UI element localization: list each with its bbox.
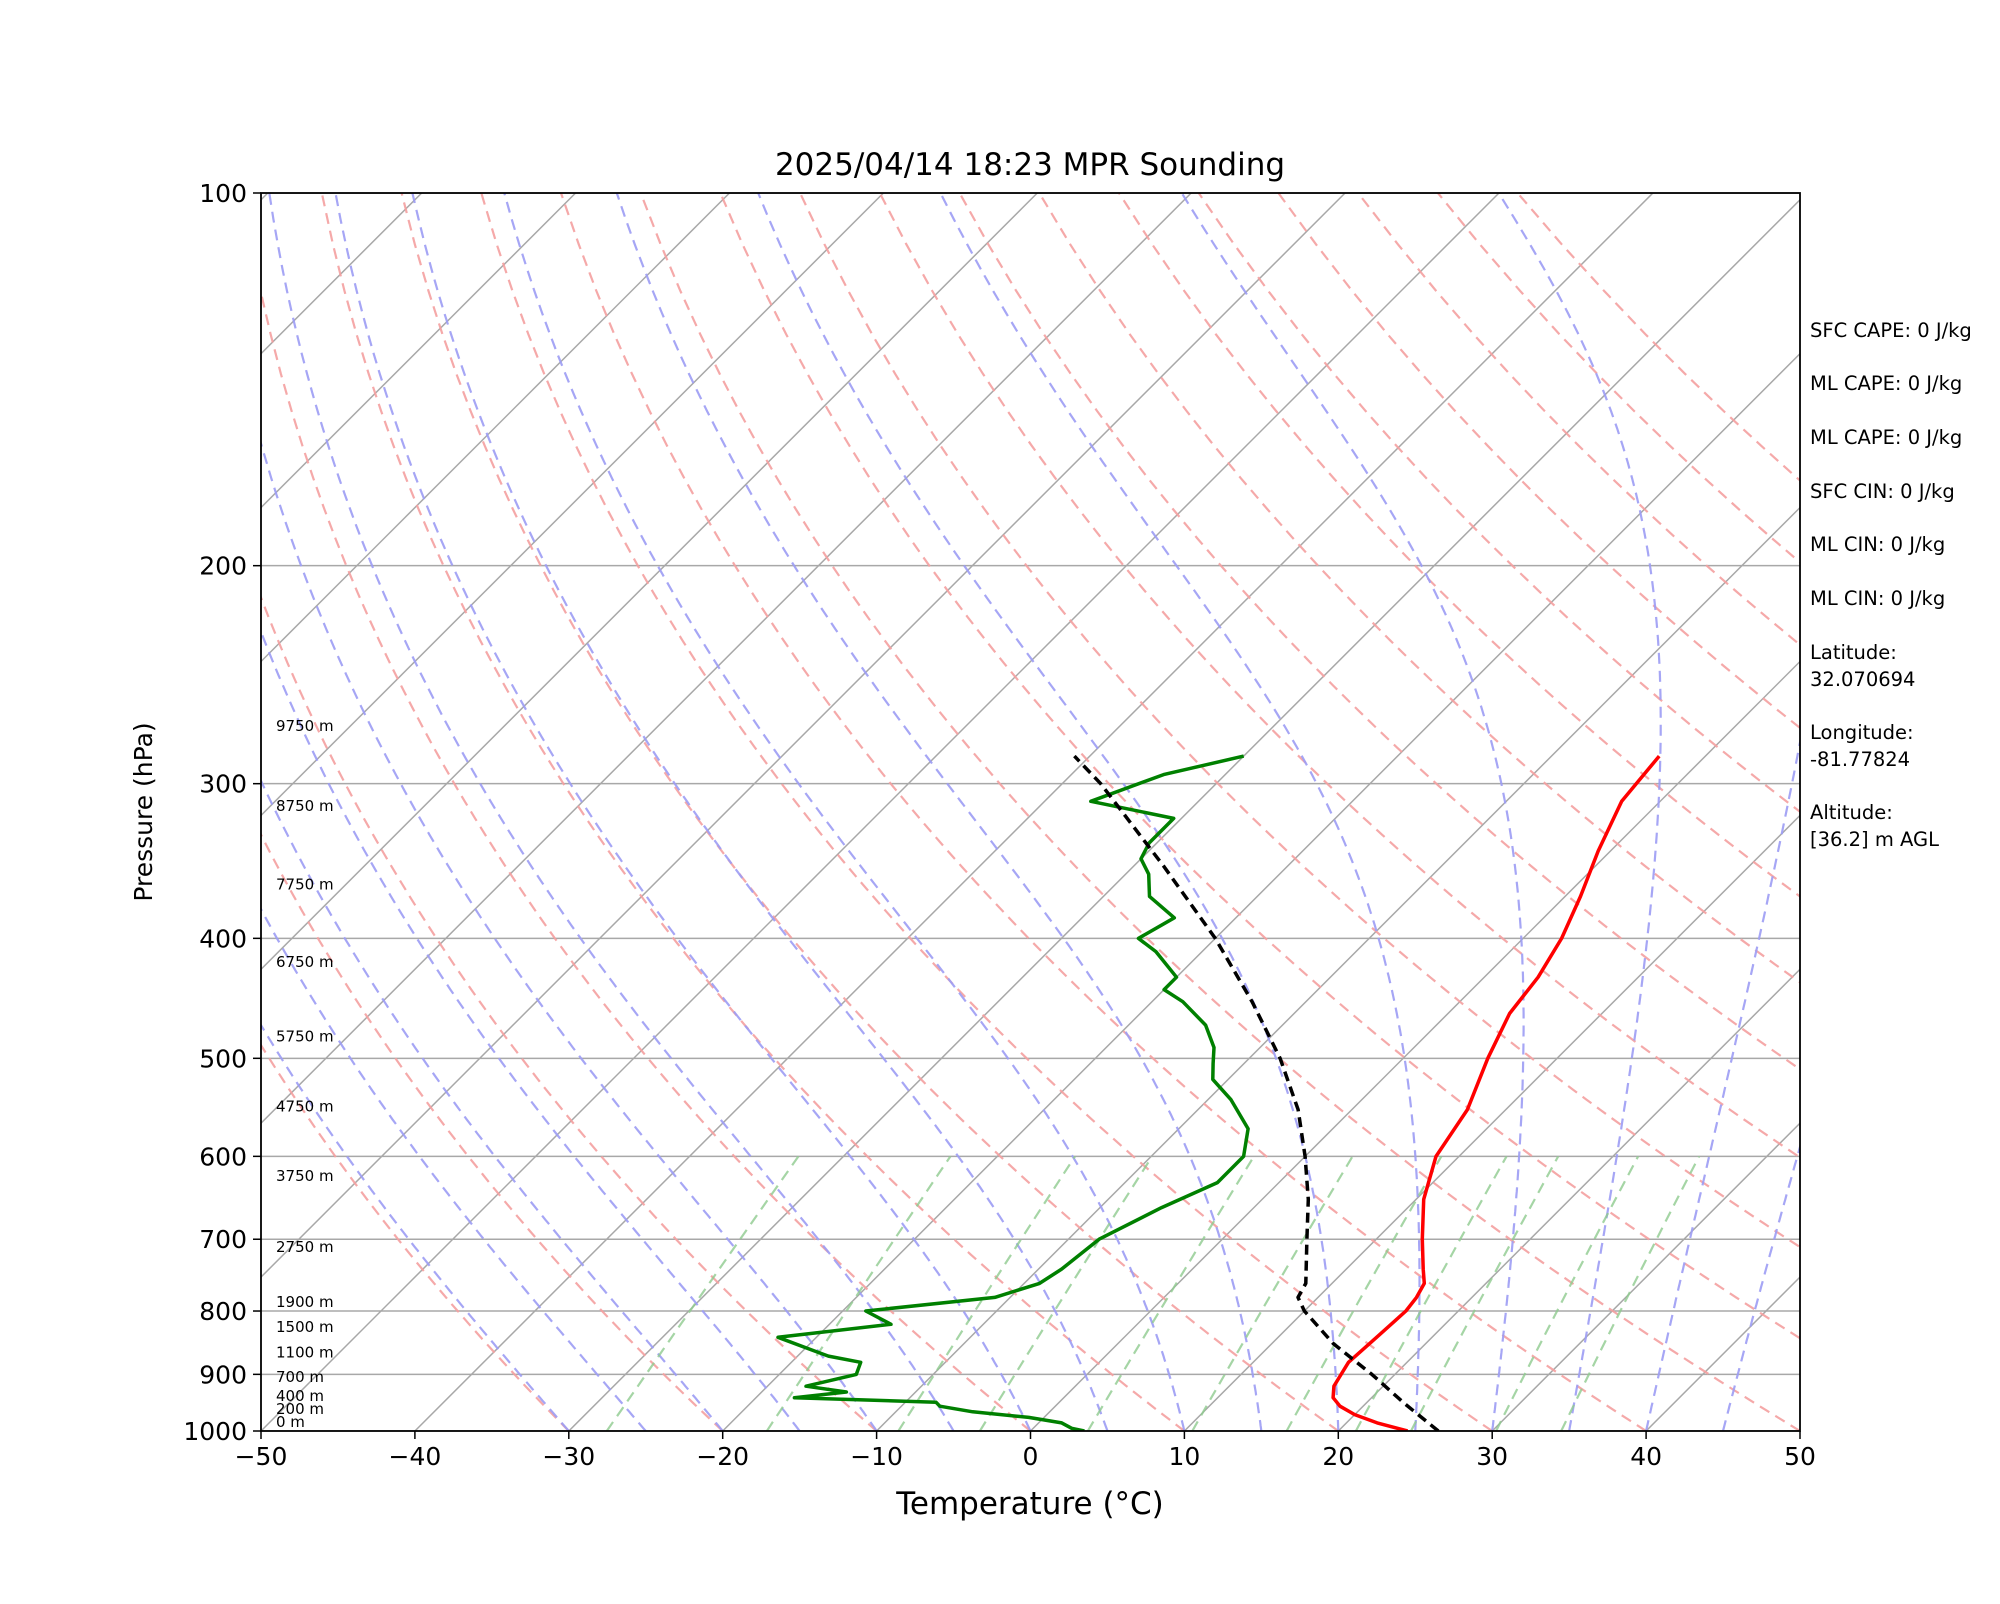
y-tick-label: 300 bbox=[199, 770, 247, 799]
height-label: 400 m bbox=[276, 1387, 324, 1405]
dry-adiabat-line bbox=[561, 193, 1646, 1431]
mixing-ratio-line bbox=[1088, 1156, 1254, 1431]
profile-lines bbox=[778, 756, 1659, 1431]
x-tick-label: 20 bbox=[1322, 1442, 1354, 1471]
y-tick-label: 600 bbox=[199, 1142, 247, 1171]
height-label: 8750 m bbox=[276, 797, 334, 815]
x-tick-label: 10 bbox=[1168, 1442, 1200, 1471]
height-label: 4750 m bbox=[276, 1097, 334, 1115]
isotherm-line bbox=[723, 193, 1961, 1431]
y-tick-label: 400 bbox=[199, 924, 247, 953]
x-tick-label: −30 bbox=[542, 1442, 595, 1471]
moist-adiabat-line bbox=[412, 193, 1107, 1431]
height-label: 1500 m bbox=[276, 1318, 334, 1336]
y-tick-label: 1000 bbox=[183, 1417, 247, 1446]
mixing-ratio-line bbox=[1561, 1156, 1699, 1431]
dry-adiabat-line bbox=[322, 193, 1185, 1431]
latitude-value: 32.070694 bbox=[1810, 667, 1915, 693]
moist-adiabat-line bbox=[941, 193, 1420, 1431]
moist-adiabat-line bbox=[504, 193, 1184, 1431]
isotherm-line bbox=[0, 193, 730, 1431]
moist-adiabat-line bbox=[158, 193, 800, 1431]
y-tick-label: 500 bbox=[199, 1044, 247, 1073]
moist-adiabat-line bbox=[336, 193, 1031, 1431]
x-axis-label: Temperature (°C) bbox=[895, 1486, 1164, 1522]
y-tick-label: 200 bbox=[199, 552, 247, 581]
y-tick-label: 700 bbox=[199, 1225, 247, 1254]
isotherm-line bbox=[0, 193, 114, 1431]
ml-cape-text-2: ML CAPE: 0 J/kg bbox=[1810, 425, 1962, 451]
y-tick-label: 800 bbox=[199, 1297, 247, 1326]
mixing-ratio-line bbox=[1192, 1156, 1352, 1431]
x-tick-label: 40 bbox=[1630, 1442, 1662, 1471]
dry-adiabat-line bbox=[481, 193, 1492, 1431]
x-tick-label: −20 bbox=[696, 1442, 749, 1471]
height-label: 7750 m bbox=[276, 876, 334, 894]
isotherm-line bbox=[261, 193, 1499, 1431]
height-label: 6750 m bbox=[276, 953, 334, 971]
isotherm-line bbox=[569, 193, 1807, 1431]
moist-adiabat-line bbox=[1182, 193, 1524, 1431]
altitude-value: [36.2] m AGL bbox=[1810, 827, 1939, 853]
latitude-label: Latitude: bbox=[1810, 640, 1897, 666]
sfc-cin-text: SFC CIN: 0 J/kg bbox=[1810, 479, 1955, 505]
dry-adiabat-line bbox=[83, 193, 723, 1431]
x-tick-label: −50 bbox=[235, 1442, 288, 1471]
x-tick-label: −40 bbox=[389, 1442, 442, 1471]
ml-cin-text-2: ML CIN: 0 J/kg bbox=[1810, 586, 1945, 612]
height-label: 1100 m bbox=[276, 1344, 334, 1362]
height-label: 700 m bbox=[276, 1368, 324, 1386]
y-tick-label: 100 bbox=[199, 179, 247, 208]
y-tick-label: 900 bbox=[199, 1360, 247, 1389]
sfc-cape-text: SFC CAPE: 0 J/kg bbox=[1810, 318, 1972, 344]
dewpoint-line bbox=[778, 756, 1248, 1431]
mixing-ratio-line bbox=[1496, 1156, 1638, 1431]
isotherm-line bbox=[0, 193, 1191, 1431]
mixing-ratio-line bbox=[898, 1156, 1075, 1431]
mixing-ratio-line bbox=[607, 1156, 799, 1431]
height-label: 1900 m bbox=[276, 1293, 334, 1311]
x-tick-label: 0 bbox=[1023, 1442, 1039, 1471]
ml-cape-text: ML CAPE: 0 J/kg bbox=[1810, 371, 1962, 397]
dry-adiabat-line bbox=[641, 193, 1800, 1431]
x-tick-label: 50 bbox=[1784, 1442, 1816, 1471]
height-label: 5750 m bbox=[276, 1027, 334, 1045]
longitude-label: Longitude: bbox=[1810, 720, 1914, 746]
dry-adiabat-line bbox=[162, 193, 876, 1431]
x-tick-label: −10 bbox=[850, 1442, 903, 1471]
height-label: 3750 m bbox=[276, 1167, 334, 1185]
altitude-label: Altitude: bbox=[1810, 800, 1893, 826]
mixing-ratio-line bbox=[1411, 1156, 1558, 1431]
longitude-value: -81.77824 bbox=[1810, 747, 1910, 773]
y-axis-label: Pressure (hPa) bbox=[129, 722, 158, 901]
moist-adiabat-line bbox=[617, 193, 1262, 1431]
mixing-ratio-line bbox=[767, 1156, 951, 1431]
plot-frame bbox=[261, 193, 1800, 1431]
chart-title: 2025/04/14 18:23 MPR Sounding bbox=[775, 147, 1285, 183]
x-tick-label: 30 bbox=[1476, 1442, 1508, 1471]
ml-cin-text: ML CIN: 0 J/kg bbox=[1810, 532, 1945, 558]
height-label: 2750 m bbox=[276, 1238, 334, 1256]
height-label: 9750 m bbox=[276, 717, 334, 735]
